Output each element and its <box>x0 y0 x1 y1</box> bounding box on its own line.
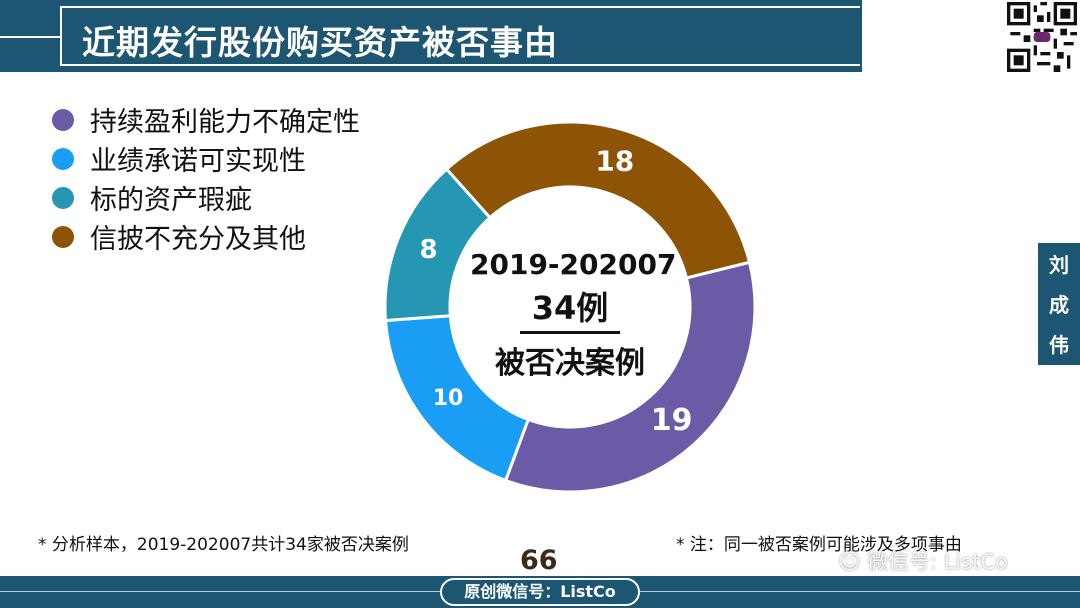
legend-item: 标的资产瑕疵 <box>52 178 360 217</box>
author-char: 成 <box>1049 293 1069 317</box>
slice-value-label: 18 <box>595 145 634 178</box>
wechat-icon: ☺ <box>838 550 861 575</box>
watermark-text: 微信号: ListCo <box>866 550 1008 574</box>
author-char: 伟 <box>1049 333 1069 357</box>
page-title: 近期发行股份购买资产被否事由 <box>82 23 558 62</box>
title-rule <box>0 36 60 38</box>
legend-item: 业绩承诺可实现性 <box>52 139 360 178</box>
author-tab: 刘 成 伟 <box>1038 243 1080 365</box>
footer-label: 原创微信号：ListCo <box>440 578 640 606</box>
legend-item: 信披不充分及其他 <box>52 217 360 256</box>
page-number: 66 <box>520 545 558 576</box>
slice-value-label: 10 <box>433 386 464 411</box>
legend-swatch <box>52 147 74 170</box>
legend-label: 信披不充分及其他 <box>90 224 306 255</box>
donut-hole <box>451 188 689 426</box>
donut-chart: 19 10 8 18 <box>383 122 757 492</box>
author-char: 刘 <box>1049 253 1069 277</box>
legend-swatch <box>52 225 74 248</box>
slice-value-label: 8 <box>420 235 438 265</box>
qr-code-icon <box>1007 2 1077 72</box>
legend-label: 标的资产瑕疵 <box>90 185 252 216</box>
legend-label: 持续盈利能力不确定性 <box>90 107 360 138</box>
donut-slice <box>503 260 757 492</box>
center-date-range: 2019-202007 <box>470 248 677 281</box>
legend-swatch <box>52 186 74 209</box>
legend-item: 持续盈利能力不确定性 <box>52 100 360 139</box>
center-caption: 被否决案例 <box>495 346 645 381</box>
chart-center-label: 2019-202007 34例 被否决案例 <box>470 248 677 382</box>
title-frame: 近期发行股份购买资产被否事由 <box>60 6 860 66</box>
chart-legend: 持续盈利能力不确定性 业绩承诺可实现性 标的资产瑕疵 信披不充分及其他 <box>52 100 360 256</box>
title-banner: 近期发行股份购买资产被否事由 <box>0 0 862 72</box>
legend-swatch <box>52 108 74 131</box>
slice-value-label: 19 <box>651 403 693 438</box>
donut-slice <box>444 122 752 280</box>
legend-label: 业绩承诺可实现性 <box>90 146 306 177</box>
footnote-note: * 注：同一被否案例可能涉及多项事由 <box>676 535 962 555</box>
wechat-watermark: ☺ 微信号: ListCo <box>838 546 1008 576</box>
footnote-sample: * 分析样本，2019-202007共计34家被否决案例 <box>38 535 409 555</box>
center-case-count: 34例 <box>519 283 621 334</box>
